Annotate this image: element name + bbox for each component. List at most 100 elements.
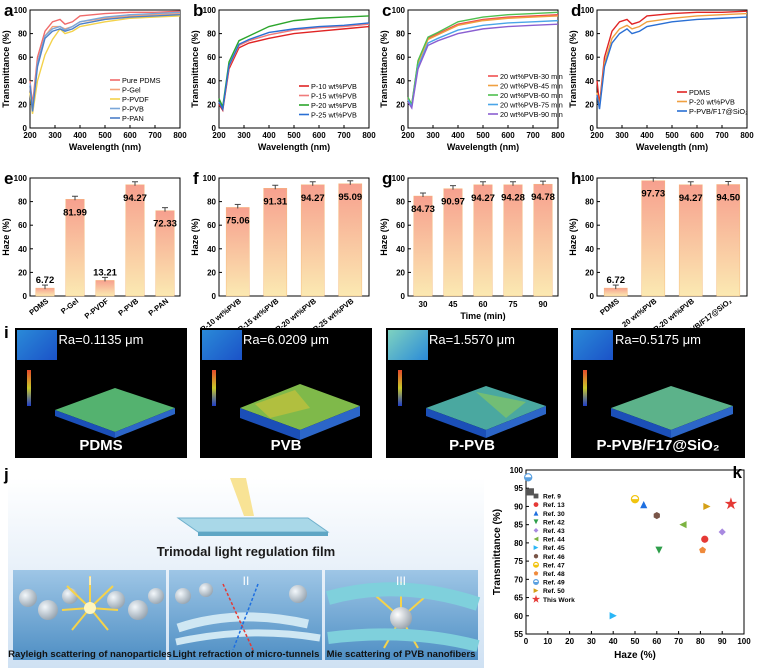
panel-g-chart: 0 20 40 60 80 100 Haze (%) 84.73 30 90.97 45 94.27 6… bbox=[379, 169, 559, 321]
y-tick-label: 20 bbox=[207, 268, 216, 277]
x-tick-label: 45 bbox=[449, 300, 458, 309]
data-label: 13.21 bbox=[93, 267, 117, 278]
data-label: 94.27 bbox=[679, 193, 703, 204]
plot-frame bbox=[596, 177, 748, 297]
x-tick-label: 800 bbox=[173, 131, 187, 140]
x-tick-label: 200 bbox=[401, 131, 415, 140]
x-tick-label: 90 bbox=[539, 300, 548, 309]
roughness-label: Ra=6.0209 μm bbox=[243, 332, 329, 347]
panel-d-chart: 0 20 40 60 80 100 Transmittance (%) 200 300 400 50… bbox=[568, 1, 754, 152]
diagram-title: Trimodal light regulation film bbox=[157, 544, 335, 559]
x-tick-label: 400 bbox=[451, 131, 465, 140]
data-point bbox=[533, 571, 539, 576]
panel-label: g bbox=[382, 169, 392, 188]
data-label: 94.50 bbox=[716, 192, 740, 203]
y-tick-label: 100 bbox=[392, 6, 406, 15]
afm-surface bbox=[398, 370, 546, 438]
x-tick-label: 800 bbox=[362, 131, 376, 140]
y-tick-label: 0 bbox=[401, 124, 406, 133]
y-tick-label: 80 bbox=[585, 30, 594, 39]
x-axis-label: Wavelength (nm) bbox=[69, 142, 141, 152]
x-tick-label: 400 bbox=[640, 131, 654, 140]
x-tick-label: 700 bbox=[715, 131, 729, 140]
y-tick-label: 60 bbox=[207, 53, 216, 62]
x-tick-label: 500 bbox=[287, 131, 301, 140]
y-tick-label: 20 bbox=[18, 268, 27, 277]
legend-label: P-25 wt%PVB bbox=[311, 111, 357, 120]
y-tick-label: 100 bbox=[581, 6, 595, 15]
roman-1: I bbox=[88, 574, 91, 588]
x-tick-label: 800 bbox=[551, 131, 565, 140]
panel-label: h bbox=[571, 169, 581, 188]
data-point bbox=[533, 502, 539, 507]
y-tick-label: 80 bbox=[18, 198, 27, 207]
x-tick-label: 700 bbox=[148, 131, 162, 140]
legend-label: 20 wt%PVB-75 min bbox=[500, 101, 563, 110]
x-axis-label: Time (min) bbox=[460, 311, 505, 321]
roman-3: III bbox=[396, 574, 406, 588]
series-line bbox=[29, 11, 181, 111]
data-point-half bbox=[533, 564, 539, 568]
y-tick-label: 20 bbox=[396, 100, 405, 109]
y-tick-label: 0 bbox=[23, 124, 28, 133]
y-axis-label: Haze (%) bbox=[190, 218, 200, 256]
data-label: 81.99 bbox=[63, 207, 87, 218]
data-label: 94.27 bbox=[471, 193, 495, 204]
data-point bbox=[701, 535, 709, 543]
legend-label: P-20 wt%PVB bbox=[311, 101, 357, 110]
x-tick-label: 30 bbox=[587, 637, 596, 646]
x-tick-label: 200 bbox=[212, 131, 226, 140]
x-axis-label: Wavelength (nm) bbox=[447, 142, 519, 152]
y-tick-label: 40 bbox=[207, 77, 216, 86]
y-tick-label: 80 bbox=[514, 539, 523, 548]
afm-image-pvb: Ra=6.0209 μm PVB bbox=[200, 328, 372, 458]
svg-text:i: i bbox=[4, 323, 9, 342]
y-tick-label: 0 bbox=[23, 292, 28, 301]
data-point-half bbox=[524, 477, 532, 481]
y-axis-label: Haze (%) bbox=[379, 218, 389, 256]
y-tick-label: 20 bbox=[207, 100, 216, 109]
plot-frame bbox=[29, 9, 181, 129]
x-tick-label: 100 bbox=[737, 637, 751, 646]
y-tick-label: 20 bbox=[585, 100, 594, 109]
x-tick-label: 50 bbox=[631, 637, 640, 646]
svg-text:j: j bbox=[3, 465, 9, 484]
legend-label: PDMS bbox=[689, 88, 710, 97]
y-tick-label: 70 bbox=[514, 575, 523, 584]
panel-c-chart: 0 20 40 60 80 100 Transmittance (%) 200 300 400 50… bbox=[379, 1, 565, 152]
x-tick-label: 600 bbox=[123, 131, 137, 140]
legend-label: Ref. 50 bbox=[543, 588, 565, 595]
panel-h-chart: 0 20 40 60 80 100 Haze (%) 6.72 PDMS 97.73 20 wt%P… bbox=[568, 169, 748, 338]
x-tick-label: 500 bbox=[665, 131, 679, 140]
y-tick-label: 0 bbox=[590, 124, 595, 133]
panel-label: k bbox=[733, 463, 743, 482]
afm-image-p-pvb-f17-sio2: Ra=0.5175 μm P-PVB/F17@SiO₂ bbox=[571, 328, 745, 458]
legend-label: Ref. 49 bbox=[543, 580, 565, 587]
y-tick-label: 40 bbox=[18, 245, 27, 254]
legend-label: 20 wt%PVB-30 min bbox=[500, 72, 563, 81]
legend-label: Ref. 42 bbox=[543, 519, 565, 526]
panel-label: f bbox=[193, 169, 199, 188]
legend-label: Ref. 13 bbox=[543, 502, 565, 509]
y-tick-label: 40 bbox=[207, 245, 216, 254]
series-line bbox=[29, 10, 181, 105]
data-point bbox=[640, 501, 648, 509]
data-point-half bbox=[533, 582, 539, 585]
roman-2: II bbox=[243, 574, 250, 588]
y-tick-label: 100 bbox=[14, 6, 28, 15]
x-tick-label: 400 bbox=[73, 131, 87, 140]
x-tick-label: 20 wt%PVB bbox=[620, 296, 659, 329]
y-axis-label: Transmittance (%) bbox=[379, 30, 389, 108]
schematic-diagram: Trimodal light regulation film I II III … bbox=[8, 478, 484, 668]
panel-j-label: j bbox=[3, 465, 9, 484]
panel-label: a bbox=[4, 1, 14, 20]
data-point bbox=[533, 519, 539, 525]
legend-label: This Work bbox=[543, 597, 575, 604]
x-tick-label: 80 bbox=[696, 637, 705, 646]
x-tick-label: 600 bbox=[312, 131, 326, 140]
legend-label: P-15 wt%PVB bbox=[311, 92, 357, 101]
x-tick-label: 200 bbox=[23, 131, 37, 140]
legend-label: P-PVDF bbox=[122, 95, 149, 104]
x-axis-label: Haze (%) bbox=[614, 650, 656, 661]
